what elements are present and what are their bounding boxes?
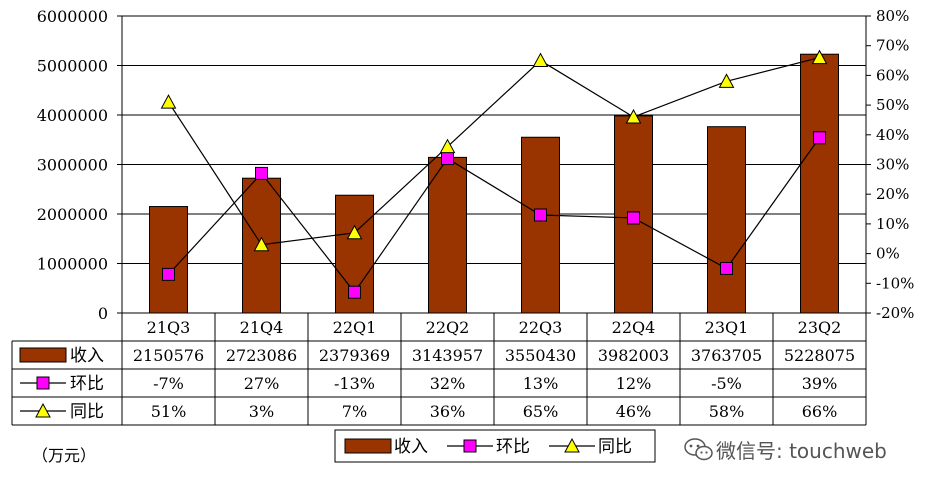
y2-tick-label: -10%: [876, 274, 914, 292]
mom-marker: [813, 131, 826, 145]
watermark: 微信号: touchweb: [684, 438, 887, 463]
yoy-marker: [811, 49, 828, 65]
table-cell: 58%: [709, 402, 745, 421]
legend-key-square: [463, 439, 477, 453]
table-cell: -5%: [711, 374, 742, 393]
row-header: 环比: [70, 374, 104, 394]
table-cell: 65%: [523, 402, 559, 421]
legend-label: 收入: [394, 437, 428, 457]
y-tick-label: 2000000: [37, 205, 108, 224]
y2-tick-label: 20%: [876, 185, 909, 203]
table-cell: 2723086: [226, 346, 297, 365]
table-cell: -7%: [153, 374, 184, 393]
yoy-line: [167, 56, 820, 246]
legend-label: 同比: [598, 437, 632, 457]
yoy-marker: [718, 73, 735, 88]
y2-tick-label: 40%: [876, 126, 909, 144]
table-cell: 3763705: [691, 346, 762, 365]
legend: 收入 环比 同比: [334, 429, 656, 463]
legend-key-revenue: [344, 438, 392, 454]
table-cell: 2379369: [319, 346, 390, 365]
mom-marker: [720, 261, 733, 275]
table-cell: 2150576: [133, 346, 204, 365]
y2-tick-label: 30%: [876, 156, 909, 174]
category-label: 22Q2: [426, 318, 470, 337]
y-tick-label: 1000000: [37, 255, 108, 274]
y-tick-label: 3000000: [37, 156, 108, 175]
table-cell: 27%: [244, 374, 280, 393]
mom-marker: [441, 152, 454, 166]
legend-label: 环比: [496, 437, 530, 457]
category-label: 22Q1: [333, 318, 377, 337]
mom-marker: [627, 211, 640, 225]
revenue-bar: [707, 126, 746, 314]
yoy-marker: [160, 94, 177, 109]
row-key-triangle: [35, 402, 51, 418]
mom-marker: [162, 267, 175, 281]
y-tick-label: 0: [98, 304, 108, 323]
table-cell: 39%: [802, 374, 838, 393]
y-tick-label: 5000000: [37, 57, 108, 76]
mom-marker: [534, 208, 547, 222]
yoy-marker: [532, 52, 549, 68]
table-cell: 3982003: [598, 346, 669, 365]
y2-tick-label: 50%: [876, 96, 909, 114]
table-cell: 46%: [616, 402, 652, 421]
unit-label: （万元）: [32, 446, 96, 465]
grid-lines: [121, 15, 867, 314]
category-label: 22Q3: [519, 318, 563, 337]
category-label: 21Q3: [147, 318, 191, 337]
y2-tick-label: 0%: [876, 245, 900, 263]
table-cell: 66%: [802, 402, 838, 421]
category-label: 21Q4: [240, 318, 284, 337]
table-cell: 3%: [249, 402, 274, 421]
y-tick-label: 4000000: [37, 106, 108, 125]
data-table: 21Q3 21Q4 22Q1 22Q2 22Q3 22Q4 23Q1 23Q2 收入 215057…: [11, 312, 867, 426]
yoy-marker: [439, 138, 456, 154]
left-axis-ticks: 0 1000000 2000000 3000000 4000000 5000000 6000…: [37, 7, 122, 323]
category-label: 23Q1: [705, 318, 749, 337]
watermark-text: 微信号: touchweb: [716, 439, 887, 463]
legend-key-triangle: [564, 437, 580, 453]
y2-tick-label: 70%: [876, 37, 909, 55]
revenue-bar: [428, 156, 467, 314]
category-label: 22Q4: [612, 318, 656, 337]
table-cell: 5228075: [784, 346, 855, 365]
table-cell: 12%: [616, 374, 652, 393]
y2-tick-label: 10%: [876, 215, 909, 233]
row-header: 同比: [70, 402, 104, 422]
table-cell: 51%: [151, 402, 187, 421]
y2-tick-label: 60%: [876, 66, 909, 84]
table-cell: 32%: [430, 374, 466, 393]
table-cell: -13%: [334, 374, 375, 393]
ratio-lines: [167, 56, 820, 294]
yoy-marker: [625, 108, 642, 124]
table-cell: 7%: [342, 402, 367, 421]
revenue-bar: [800, 53, 839, 314]
row-key-square: [36, 376, 50, 390]
y2-tick-label: 80%: [876, 7, 909, 25]
revenue-bar: [521, 136, 560, 314]
row-header: 收入: [70, 346, 104, 366]
table-cell: 3143957: [412, 346, 483, 365]
ratio-markers: [160, 49, 828, 299]
yoy-marker: [253, 236, 270, 252]
mom-line: [168, 137, 820, 294]
mom-marker: [348, 285, 361, 299]
y-tick-label: 6000000: [37, 7, 108, 26]
wechat-icon: [684, 438, 713, 461]
table-cell: 13%: [523, 374, 559, 393]
mom-marker: [255, 166, 268, 180]
table-cell: 3550430: [505, 346, 576, 365]
right-axis-ticks: -20% -10% 0% 10% 20% 30% 40% 50% 60% 70% 80%: [866, 7, 914, 322]
y2-tick-label: -20%: [876, 304, 914, 322]
row-key-revenue: [19, 347, 67, 363]
category-label: 23Q2: [798, 318, 842, 337]
yoy-marker: [346, 224, 363, 240]
table-cell: 36%: [430, 402, 466, 421]
